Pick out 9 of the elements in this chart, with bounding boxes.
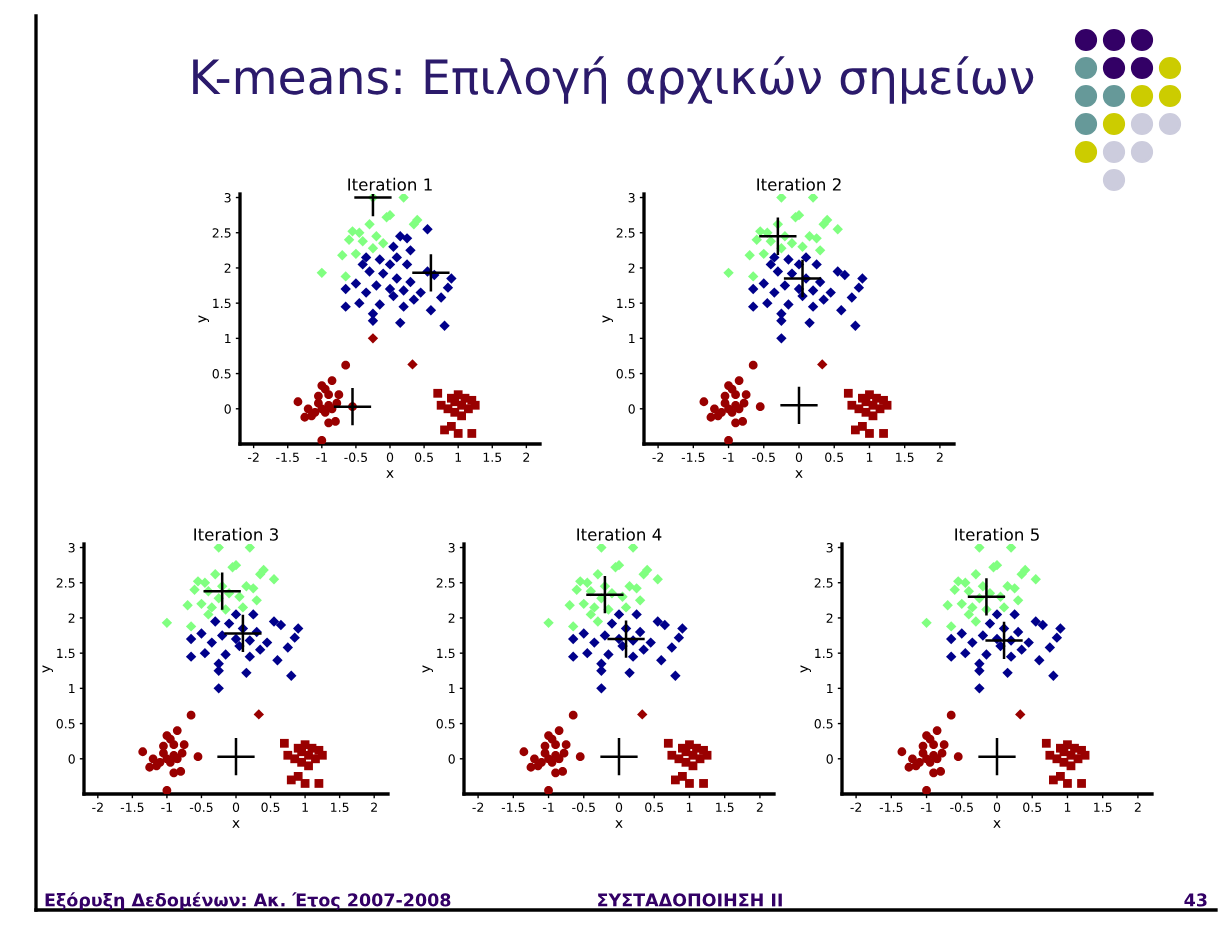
text: K-means: Επιλογή αρχικών σημείων xyxy=(193,56,1034,104)
text: 43 xyxy=(1184,893,1207,907)
text: Εξόρυξη Δεδομένων: Ακ. Έτος 2007-2008 xyxy=(45,892,451,910)
chart-title: Iteration 2 xyxy=(757,177,841,191)
text: ΣΥΣΤΑΔΟΠΟΙΗΣΗ II xyxy=(598,893,782,907)
chart-title: Iteration 4 xyxy=(577,527,662,541)
chart-title: Iteration 3 xyxy=(194,527,278,541)
chart-title: Iteration 5 xyxy=(955,527,1039,541)
chart-title: Iteration 1 xyxy=(348,177,432,191)
